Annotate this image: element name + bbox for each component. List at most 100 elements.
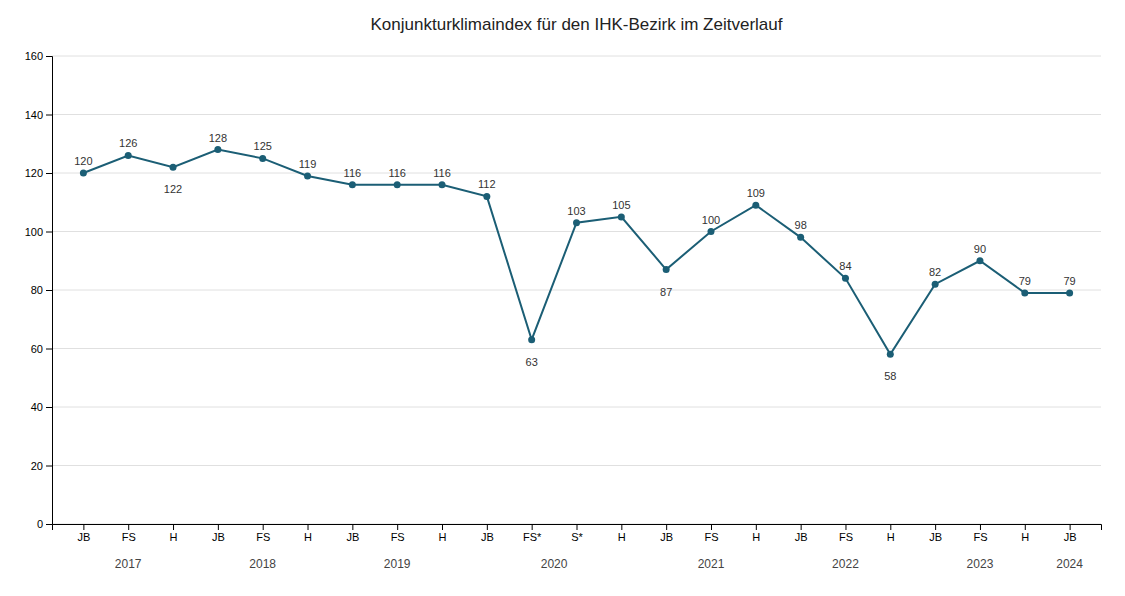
data-label: 58 xyxy=(884,370,896,382)
x-tick-label: FS xyxy=(256,531,270,543)
data-label: 79 xyxy=(1063,275,1075,287)
x-tick: JB xyxy=(77,524,90,543)
x-tick: S* xyxy=(571,524,583,543)
y-axis: 020406080100120140160 xyxy=(25,50,53,530)
point xyxy=(618,213,625,220)
x-tick: H xyxy=(304,524,312,543)
x-tick-label: FS xyxy=(973,531,987,543)
data-label: 87 xyxy=(660,286,672,298)
x-tick-mark xyxy=(532,524,533,530)
x-tick-label: FS* xyxy=(523,531,542,543)
data-label: 100 xyxy=(702,214,720,226)
point xyxy=(707,228,714,235)
data-label: 119 xyxy=(299,158,317,170)
year-label: 2019 xyxy=(384,557,411,571)
year-label: 2021 xyxy=(698,557,725,571)
x-tick-label: JB xyxy=(346,531,359,543)
x-tick: JB xyxy=(212,524,225,543)
x-tick-mark xyxy=(352,524,353,530)
x-tick-mark xyxy=(1025,524,1026,530)
x-tick: H xyxy=(170,524,178,543)
data-label: 103 xyxy=(567,205,585,217)
y-tick-label: 100 xyxy=(25,226,43,238)
grid-line xyxy=(52,348,1101,349)
point xyxy=(887,351,894,358)
x-tick-mark xyxy=(83,524,84,530)
x-axis: JBFSHJBFSHJBFSHJBFS*S*HJBFSHJBFSHJBFSHJB xyxy=(53,524,1102,543)
grid xyxy=(52,56,1101,524)
x-tick-mark xyxy=(801,524,802,530)
data-label: 79 xyxy=(1019,275,1031,287)
x-tick-mark xyxy=(1070,524,1071,530)
y-tick-mark xyxy=(46,232,52,233)
grid-line xyxy=(52,231,1101,232)
x-tick-label: H xyxy=(304,531,312,543)
point xyxy=(170,164,177,171)
x-tick: JB xyxy=(1064,524,1077,543)
data-label: 125 xyxy=(254,140,272,152)
x-tick-mark xyxy=(577,524,578,530)
y-tick: 160 xyxy=(25,50,52,62)
year-label: 2020 xyxy=(541,557,568,571)
point xyxy=(125,152,132,159)
y-tick: 120 xyxy=(25,167,52,179)
y-tick-label: 20 xyxy=(31,460,43,472)
y-tick-mark xyxy=(46,290,52,291)
x-tick: FS* xyxy=(523,524,542,543)
point xyxy=(304,172,311,179)
x-tick-label: S* xyxy=(571,531,583,543)
data-label: 120 xyxy=(74,155,92,167)
title: Konjunkturklimaindex für den IHK-Bezirk … xyxy=(371,15,783,34)
y-tick-mark xyxy=(46,407,52,408)
data-label: 116 xyxy=(388,167,406,179)
x-tick-label: FS xyxy=(391,531,405,543)
point xyxy=(1066,289,1073,296)
x-tick-mark xyxy=(128,524,129,530)
point xyxy=(663,266,670,273)
data-label: 122 xyxy=(164,183,182,195)
data-label: 116 xyxy=(433,167,451,179)
x-tick: JB xyxy=(481,524,494,543)
x-tick-mark xyxy=(890,524,891,530)
y-tick-label: 0 xyxy=(37,518,43,530)
y-tick: 0 xyxy=(37,518,52,530)
x-tick-label: FS xyxy=(122,531,136,543)
y-tick: 20 xyxy=(31,460,52,472)
x-tick-label: JB xyxy=(795,531,808,543)
point xyxy=(349,181,356,188)
y-tick-mark xyxy=(46,173,52,174)
x-tick: JB xyxy=(929,524,942,543)
grid-line xyxy=(52,465,1101,466)
x-tick-label: H xyxy=(887,531,895,543)
y-tick-label: 60 xyxy=(31,343,43,355)
x-tick-label: H xyxy=(752,531,760,543)
x-tick-label: H xyxy=(439,531,447,543)
y-tick: 100 xyxy=(25,226,52,238)
y-tick-label: 80 xyxy=(31,284,43,296)
x-tick-label: FS xyxy=(839,531,853,543)
x-tick-label: JB xyxy=(660,531,673,543)
x-tick-mark xyxy=(935,524,936,530)
x-tick: JB xyxy=(346,524,359,543)
grid-line xyxy=(52,114,1101,115)
y-tick-mark xyxy=(46,56,52,57)
x-tick: FS xyxy=(122,524,136,543)
line xyxy=(83,150,1069,355)
y-tick-label: 120 xyxy=(25,167,43,179)
x-tick: FS xyxy=(256,524,270,543)
grid-line xyxy=(52,407,1101,408)
x-tick-label: FS xyxy=(704,531,718,543)
x-tick-mark xyxy=(980,524,981,530)
y-tick-label: 140 xyxy=(25,109,43,121)
x-axis-line xyxy=(53,525,1102,531)
grid-line xyxy=(52,290,1101,291)
y-tick-mark xyxy=(46,466,52,467)
x-tick-mark xyxy=(308,524,309,530)
x-tick-mark xyxy=(397,524,398,530)
annotations: 20172018201920202021202220232024 xyxy=(115,557,1083,571)
x-tick-label: H xyxy=(170,531,178,543)
point xyxy=(752,202,759,209)
point xyxy=(573,219,580,226)
x-tick-mark xyxy=(218,524,219,530)
point xyxy=(259,155,266,162)
